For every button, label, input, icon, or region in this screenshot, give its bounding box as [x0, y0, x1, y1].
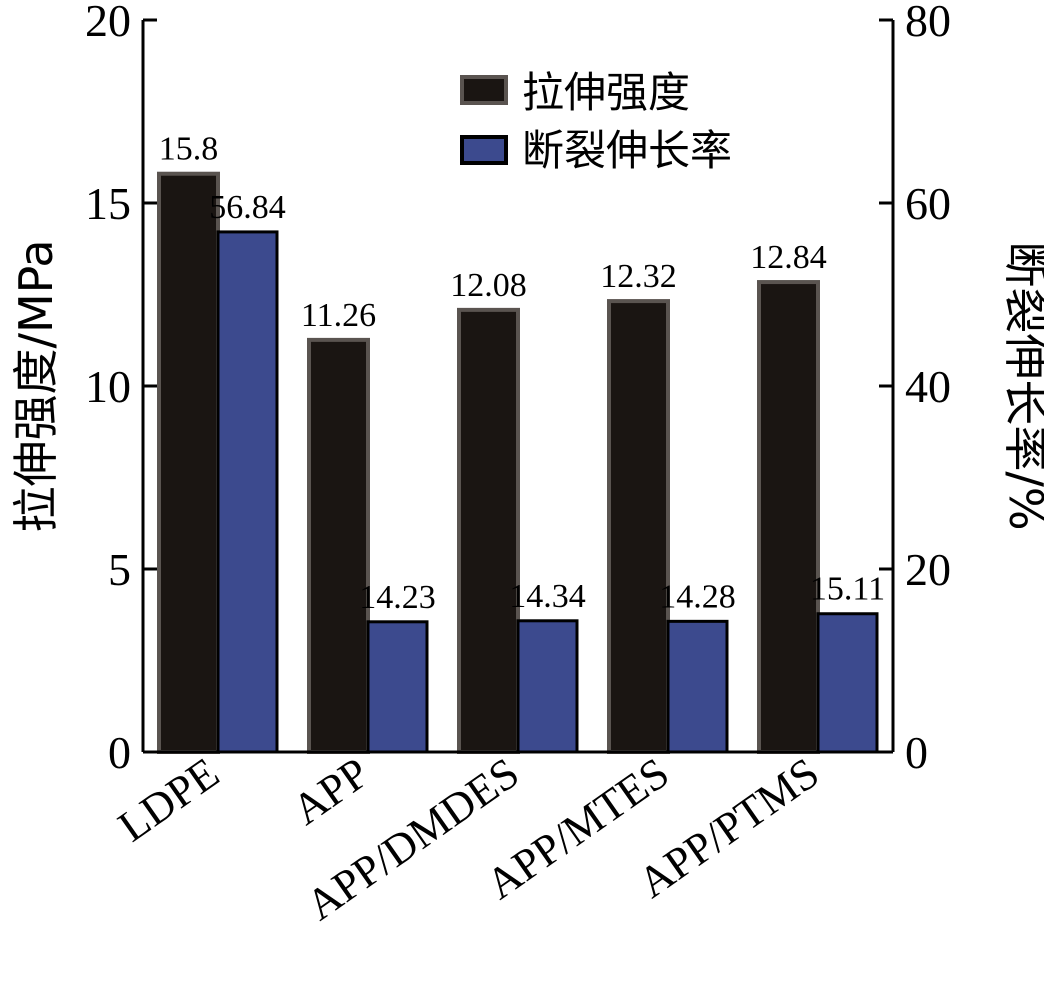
bar-elongation-3 — [666, 619, 729, 754]
category-label-1: APP — [284, 748, 378, 834]
data-label-tensile-2: 12.08 — [450, 267, 527, 304]
left-tick-label-2: 10 — [85, 361, 131, 412]
bar-elongation-4 — [816, 612, 879, 754]
right-tick-label-1: 20 — [905, 544, 951, 595]
legend-label-elongation: 断裂伸长率 — [522, 126, 732, 175]
legend-swatch-elongation — [460, 135, 508, 165]
right-axis-title: 断裂伸长率/% — [999, 241, 1044, 530]
legend: 拉伸强度 断裂伸长率 — [460, 68, 732, 175]
right-tick-label-0: 0 — [905, 727, 928, 778]
bar-elongation-2 — [516, 619, 579, 754]
right-tick-label-2: 40 — [905, 361, 951, 412]
left-tick-label-3: 15 — [85, 178, 131, 229]
left-tick-label-0: 0 — [108, 727, 131, 778]
data-label-tensile-0: 15.8 — [159, 131, 219, 168]
right-tick-label-3: 60 — [905, 178, 951, 229]
right-tick-label-4: 80 — [905, 0, 951, 46]
bar-tensile-2 — [457, 307, 520, 754]
data-label-elongation-1: 14.23 — [359, 579, 436, 616]
legend-swatch-tensile — [460, 75, 508, 105]
data-label-elongation-4: 15.11 — [810, 571, 885, 608]
bar-tensile-1 — [307, 337, 370, 754]
data-label-elongation-3: 14.28 — [659, 578, 736, 615]
left-tick-label-4: 20 — [85, 0, 131, 46]
legend-label-tensile: 拉伸强度 — [522, 68, 690, 117]
data-label-elongation-0: 56.84 — [209, 189, 286, 226]
left-axis-ticks: 0 5 10 15 20 — [85, 0, 157, 778]
right-axis-ticks: 0 20 40 60 80 — [879, 0, 951, 778]
data-label-tensile-1: 11.26 — [301, 297, 376, 334]
data-label-elongation-2: 14.34 — [509, 578, 586, 615]
bar-elongation-0 — [216, 230, 279, 754]
data-label-tensile-4: 12.84 — [750, 239, 827, 276]
left-tick-label-1: 5 — [108, 544, 131, 595]
bar-tensile-4 — [757, 280, 820, 754]
bar-elongation-1 — [366, 620, 429, 754]
plot-area: 15.8 56.84 11.26 14.23 12.08 14.34 12.32 14.28 1… — [157, 131, 885, 755]
bar-tensile-3 — [607, 299, 670, 754]
data-label-tensile-3: 12.32 — [600, 258, 677, 295]
bar-tensile-0 — [157, 171, 220, 755]
left-axis-title: 拉伸强度/MPa — [9, 239, 63, 532]
